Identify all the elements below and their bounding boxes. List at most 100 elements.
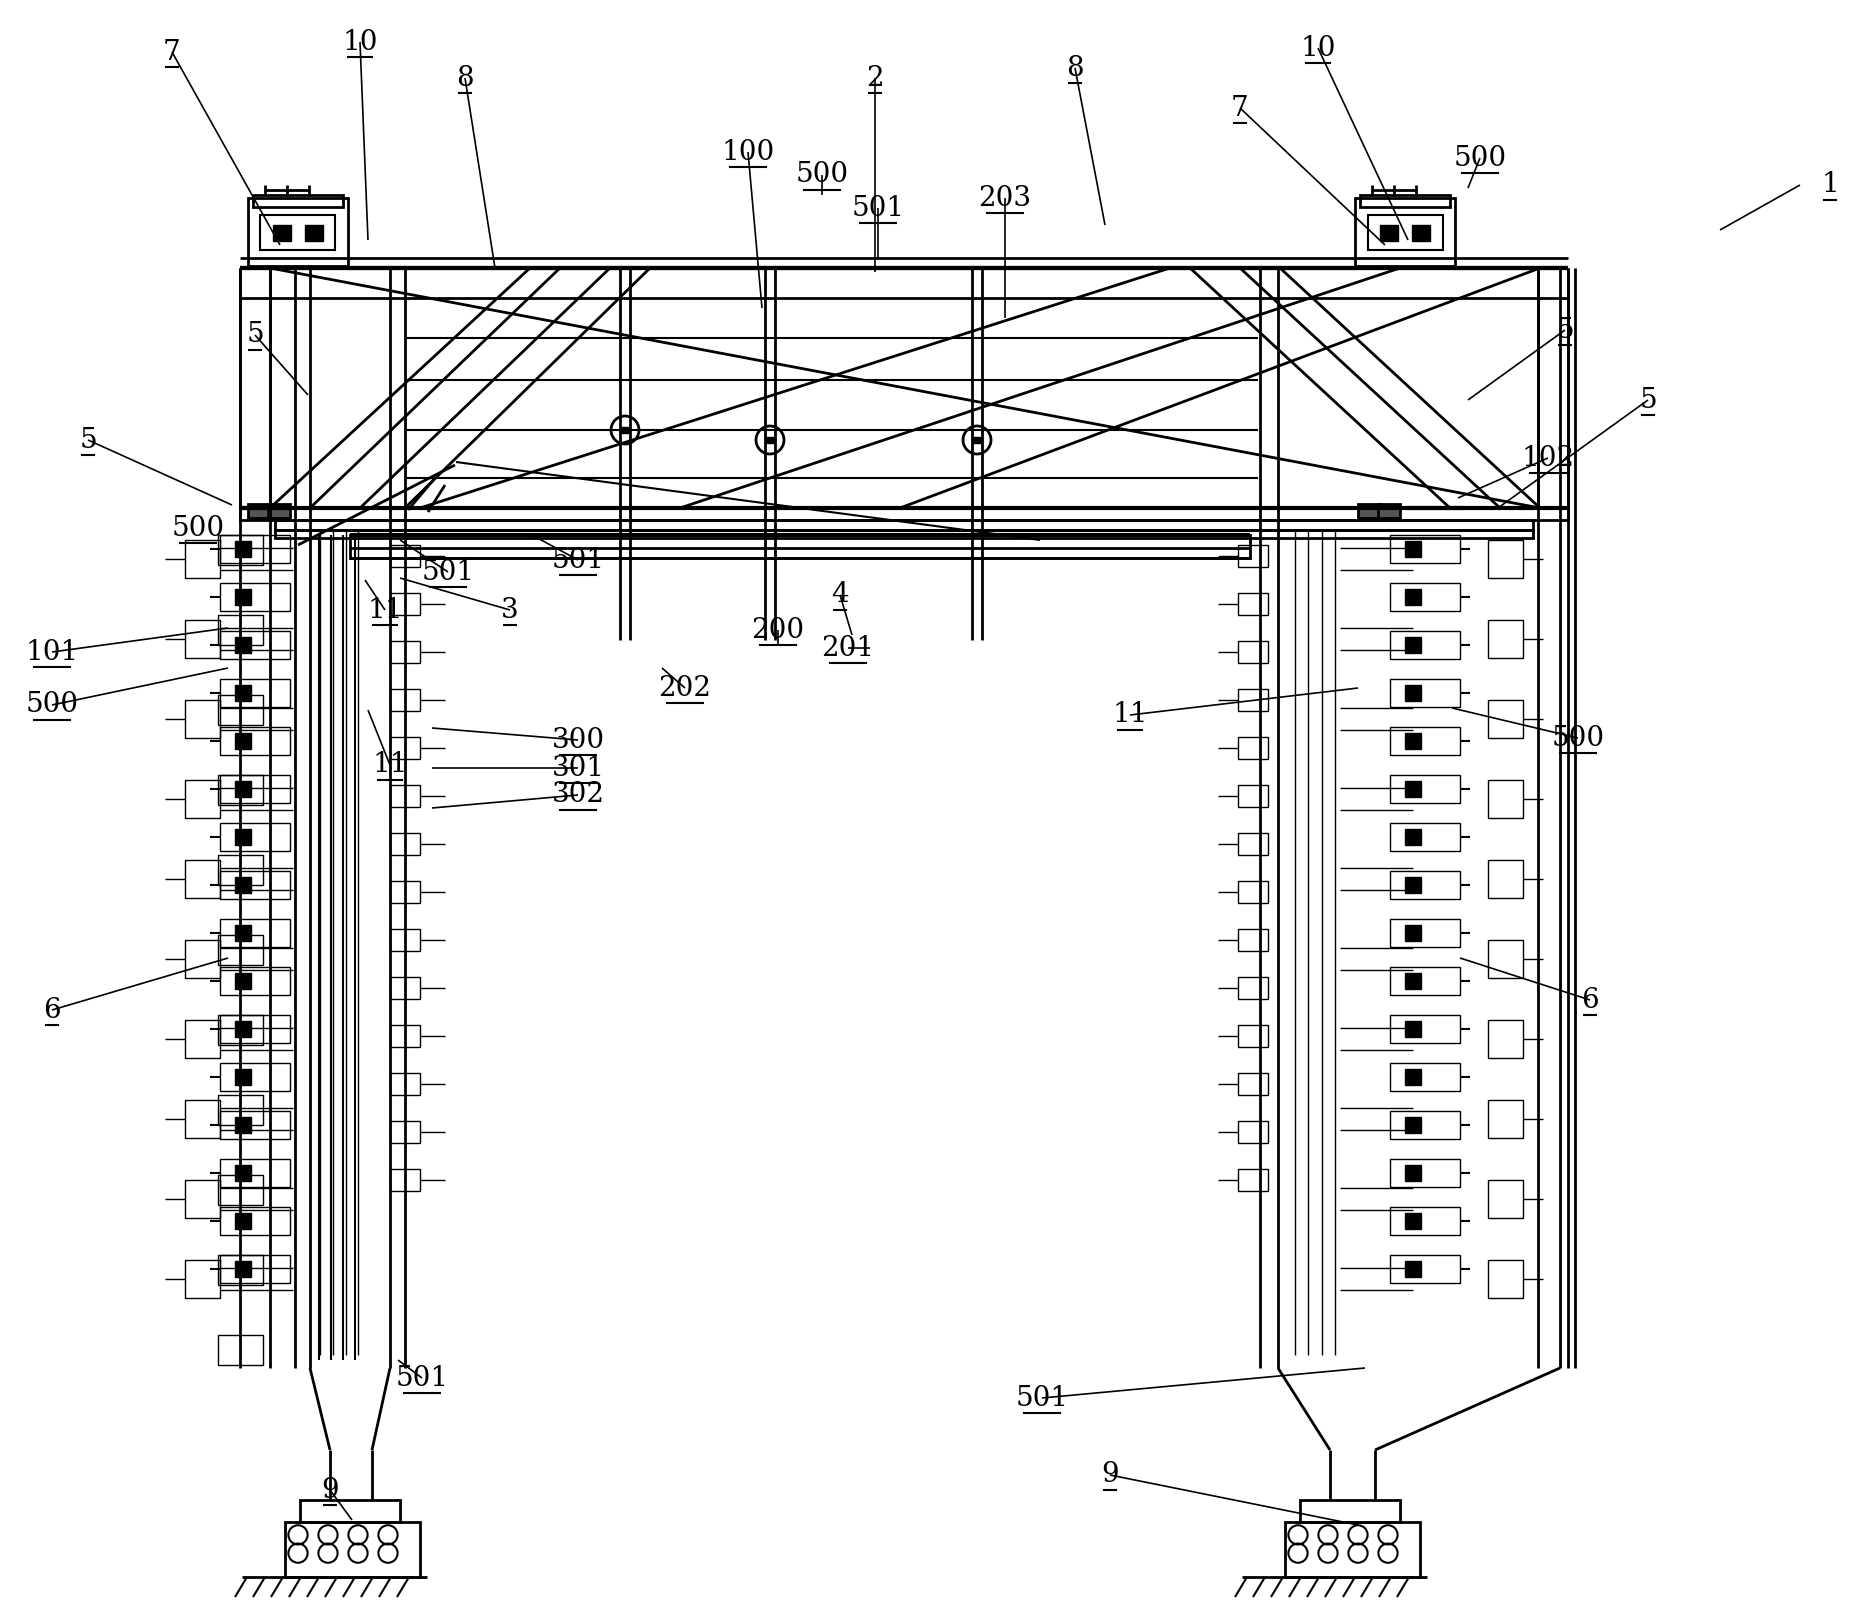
Bar xyxy=(1390,1254,1459,1283)
Text: 501: 501 xyxy=(851,194,904,221)
Bar xyxy=(1239,593,1269,615)
Bar xyxy=(1405,541,1420,557)
Bar xyxy=(275,530,1532,538)
Text: 500: 500 xyxy=(1551,724,1605,751)
Bar xyxy=(1390,1112,1459,1139)
Bar xyxy=(1390,1064,1459,1091)
Text: 200: 200 xyxy=(752,617,805,644)
Bar xyxy=(221,631,290,658)
Bar xyxy=(1405,1261,1420,1277)
Bar xyxy=(185,860,221,899)
Text: 5: 5 xyxy=(1557,317,1574,343)
Bar xyxy=(219,695,264,726)
Bar xyxy=(221,1016,290,1043)
Bar xyxy=(1390,679,1459,706)
Bar xyxy=(1405,590,1420,606)
Bar xyxy=(185,1181,221,1218)
Bar xyxy=(1358,505,1381,517)
Bar xyxy=(221,823,290,851)
Text: 201: 201 xyxy=(821,634,874,662)
Bar xyxy=(1487,860,1523,899)
Bar xyxy=(221,775,290,803)
Bar xyxy=(221,920,290,947)
Bar xyxy=(273,224,292,240)
Bar xyxy=(236,1069,251,1085)
Bar xyxy=(1390,775,1459,803)
Bar xyxy=(253,195,342,207)
Bar xyxy=(185,540,221,578)
Bar xyxy=(1360,195,1450,207)
Bar xyxy=(1390,631,1459,658)
Bar xyxy=(185,700,221,739)
Bar xyxy=(1487,540,1523,578)
Bar xyxy=(389,929,419,952)
Bar xyxy=(185,620,221,658)
Text: 5: 5 xyxy=(247,322,264,349)
Bar xyxy=(284,1522,419,1576)
Text: 500: 500 xyxy=(795,162,849,189)
Bar xyxy=(236,1165,251,1181)
Bar xyxy=(219,615,264,646)
Bar xyxy=(219,1016,264,1045)
Text: 101: 101 xyxy=(26,639,79,665)
Bar xyxy=(1405,972,1420,988)
Text: 10: 10 xyxy=(1300,35,1336,61)
Text: 9: 9 xyxy=(1102,1461,1119,1488)
Bar xyxy=(621,428,629,433)
Bar xyxy=(221,583,290,610)
Bar xyxy=(1405,1165,1420,1181)
Bar xyxy=(1487,620,1523,658)
Bar xyxy=(236,876,251,892)
Bar xyxy=(389,689,419,711)
Bar xyxy=(1355,199,1456,266)
Bar xyxy=(1390,535,1459,562)
Text: 302: 302 xyxy=(552,782,604,809)
Bar xyxy=(219,775,264,804)
Bar xyxy=(1390,1158,1459,1187)
Text: 11: 11 xyxy=(367,596,402,623)
Bar xyxy=(765,437,775,444)
Bar xyxy=(389,977,419,1000)
Text: 11: 11 xyxy=(1111,702,1147,729)
Bar xyxy=(1239,1025,1269,1048)
Bar xyxy=(219,1174,264,1205)
Bar xyxy=(1381,224,1398,240)
Bar xyxy=(389,1169,419,1190)
Text: 6: 6 xyxy=(1581,987,1600,1014)
Bar xyxy=(221,679,290,706)
Text: 8: 8 xyxy=(1066,54,1083,82)
Bar xyxy=(1390,823,1459,851)
Text: 10: 10 xyxy=(342,29,378,56)
Text: 501: 501 xyxy=(395,1365,449,1392)
Bar xyxy=(185,940,221,977)
Bar xyxy=(236,638,251,654)
Text: 5: 5 xyxy=(79,426,97,453)
Bar xyxy=(1390,871,1459,899)
Bar xyxy=(305,224,324,240)
Bar xyxy=(221,871,290,899)
Bar xyxy=(1239,1121,1269,1142)
Bar xyxy=(1405,1213,1420,1229)
Bar xyxy=(1239,785,1269,807)
Bar xyxy=(1390,583,1459,610)
Bar xyxy=(1413,224,1429,240)
Text: 9: 9 xyxy=(322,1477,339,1504)
Bar xyxy=(236,828,251,844)
Text: 6: 6 xyxy=(43,996,62,1024)
Bar xyxy=(389,737,419,759)
Bar xyxy=(221,1254,290,1283)
Bar xyxy=(185,1020,221,1057)
Bar xyxy=(389,1073,419,1096)
Bar xyxy=(236,972,251,988)
Text: 100: 100 xyxy=(722,138,775,165)
Bar xyxy=(221,1112,290,1139)
Bar xyxy=(219,1096,264,1125)
Bar xyxy=(1390,920,1459,947)
Bar xyxy=(221,1158,290,1187)
Bar xyxy=(1239,1073,1269,1096)
Text: 300: 300 xyxy=(552,726,604,753)
Text: 3: 3 xyxy=(501,596,518,623)
Bar xyxy=(1487,1020,1523,1057)
Bar xyxy=(1390,1206,1459,1235)
Bar xyxy=(1239,977,1269,1000)
